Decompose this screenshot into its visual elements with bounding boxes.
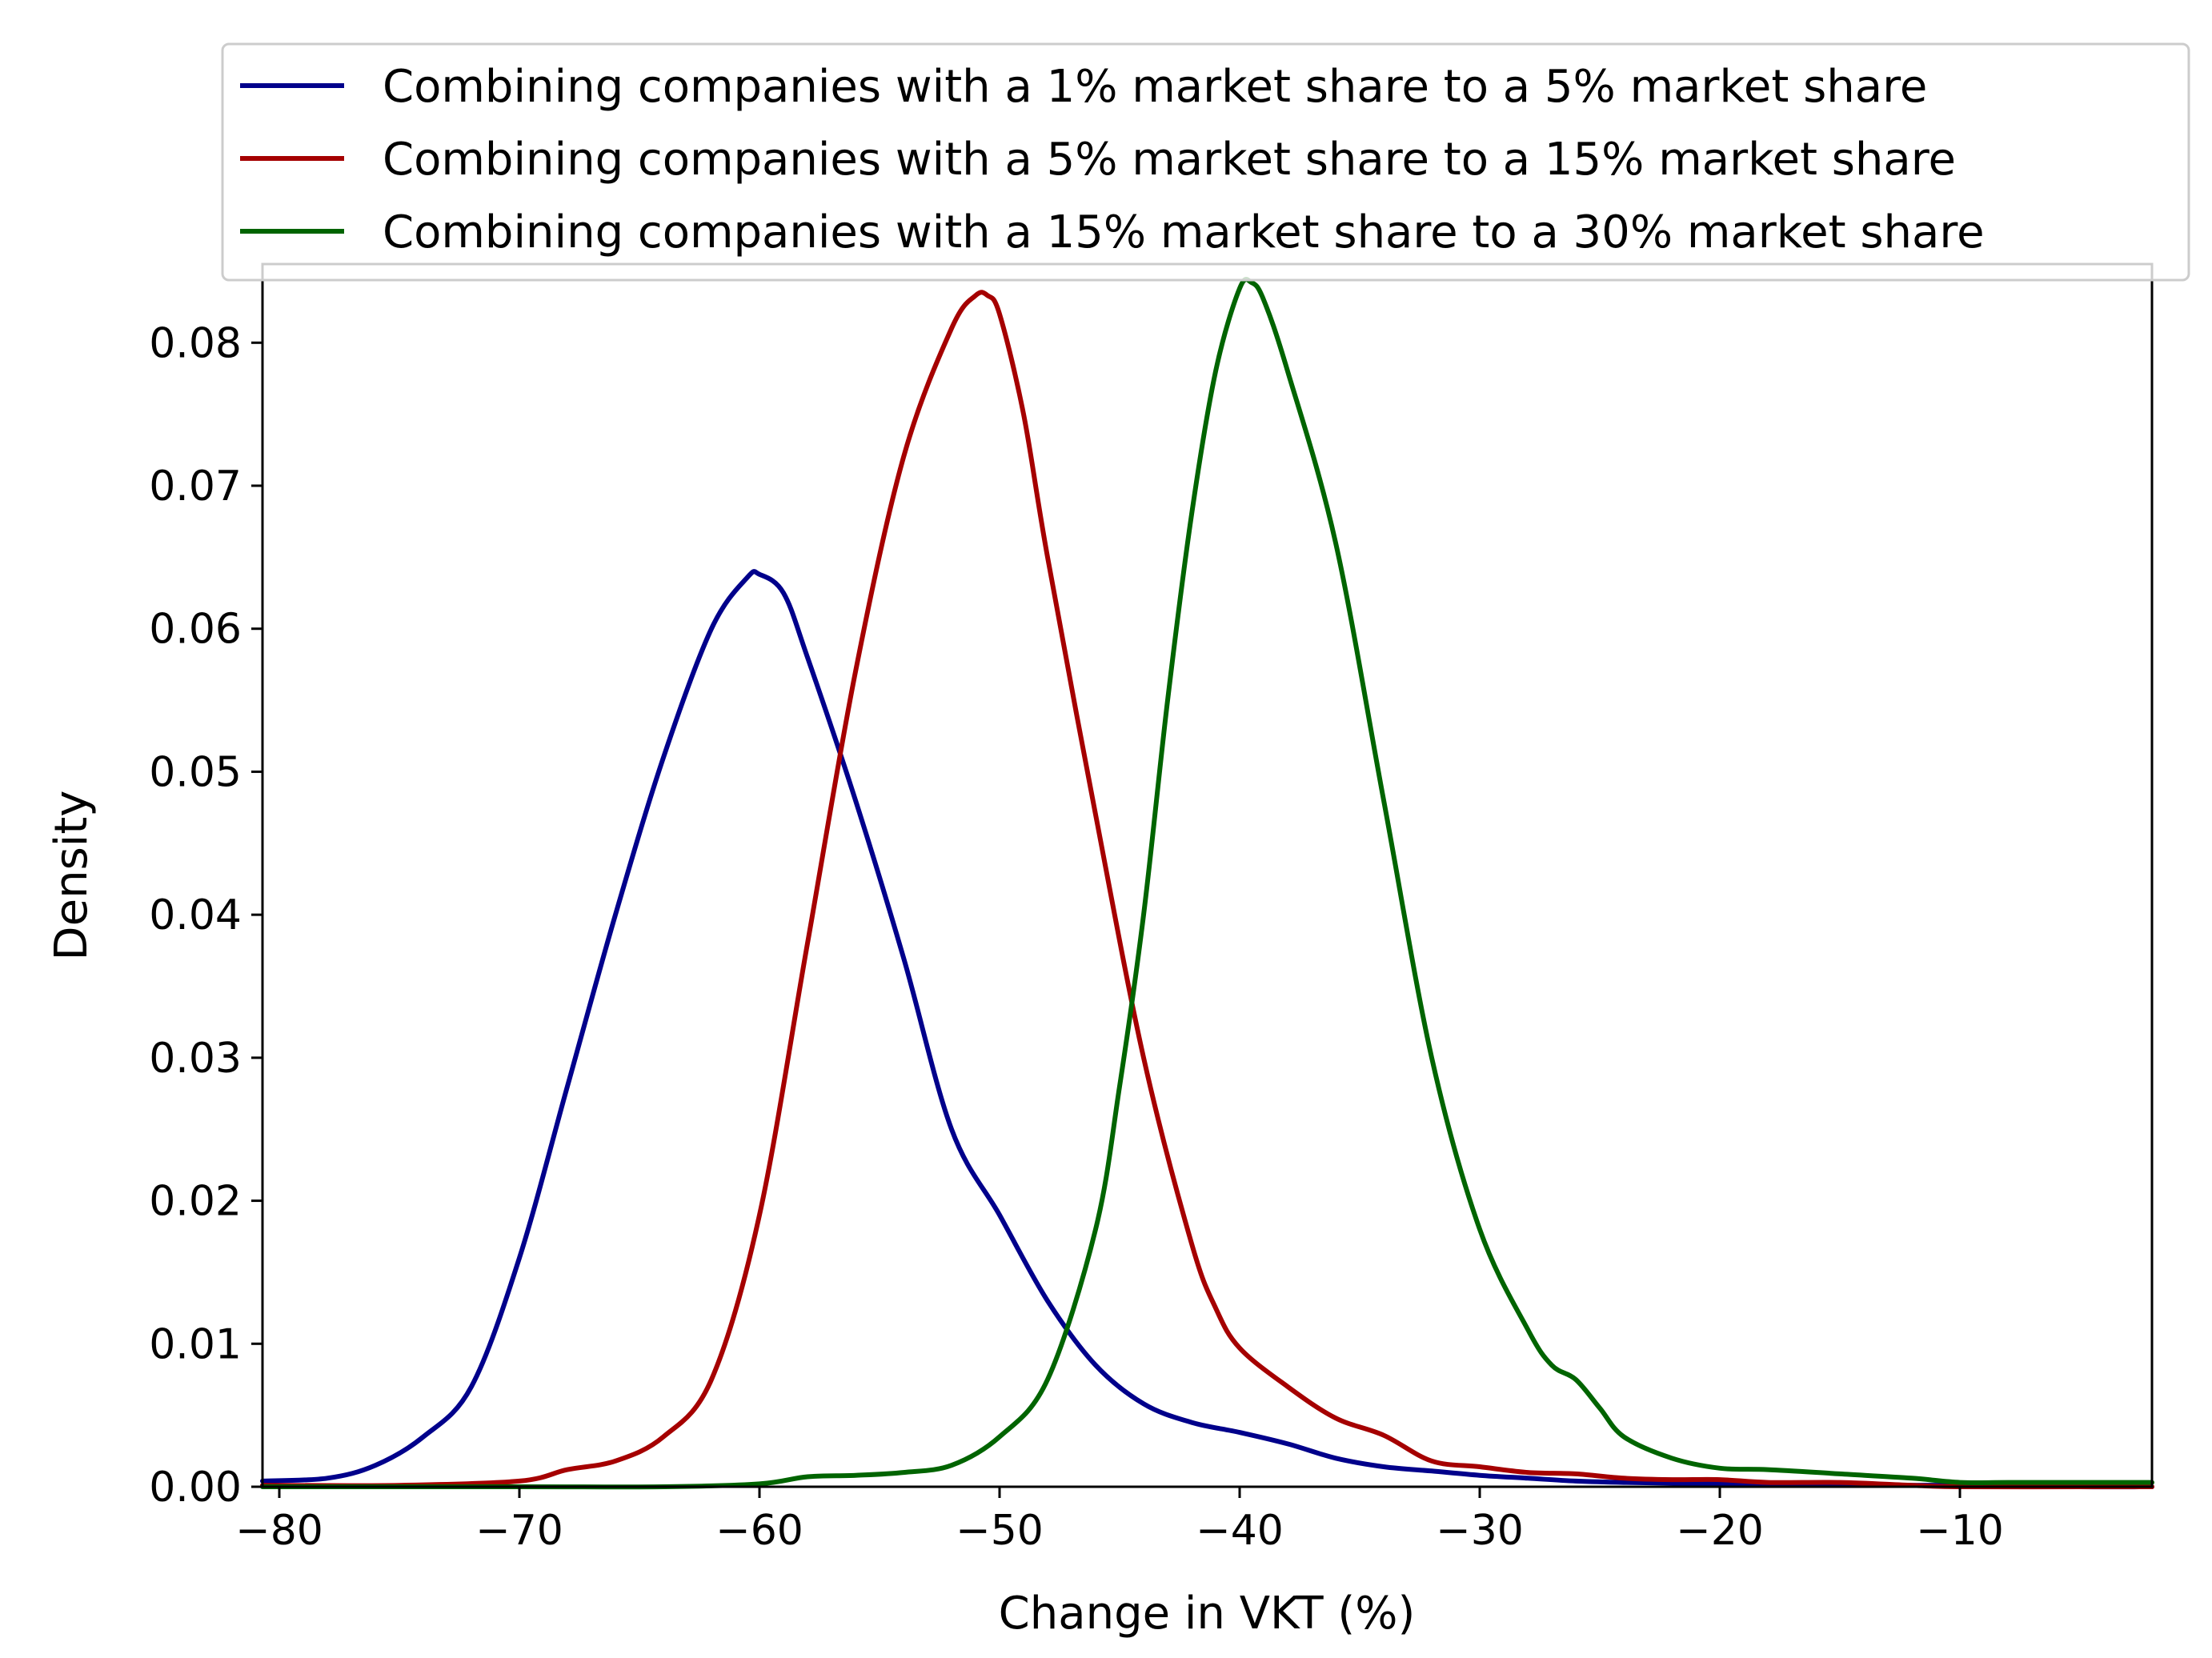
x-axis: −80 −70 −60 −50 −40 −30 −20 −10 <box>235 1487 2004 1555</box>
series-line-3 <box>260 277 2154 1490</box>
y-tick-label: 0.00 <box>149 1464 242 1512</box>
y-tick-label: 0.08 <box>149 319 242 367</box>
y-tick-label: 0.04 <box>149 891 242 939</box>
y-tick-label: 0.05 <box>149 748 242 796</box>
series-line-1 <box>260 569 2154 1490</box>
x-tick-label: −40 <box>1196 1507 1284 1555</box>
y-axis: 0.00 0.01 0.02 0.03 0.04 0.05 0.06 0.07 0.08 <box>149 319 262 1512</box>
y-tick-label: 0.03 <box>149 1035 242 1083</box>
x-tick-label: −50 <box>956 1507 1044 1555</box>
legend-label-series-1: Combining companies with a 1% market sha… <box>383 61 1927 113</box>
y-tick-label: 0.02 <box>149 1178 242 1226</box>
x-tick-label: −60 <box>715 1507 803 1555</box>
x-axis-label: Change in VKT (%) <box>999 1588 1416 1640</box>
x-tick-label: −80 <box>235 1507 323 1555</box>
legend-label-series-3: Combining companies with a 15% market sh… <box>383 206 1985 258</box>
y-tick-label: 0.01 <box>149 1320 242 1368</box>
x-tick-label: −10 <box>1916 1507 2004 1555</box>
y-tick-label: 0.06 <box>149 606 242 654</box>
legend-frame <box>221 42 2190 282</box>
legend: Combining companies with a 1% market sha… <box>221 42 2190 282</box>
legend-label-series-2: Combining companies with a 5% market sha… <box>383 134 1956 186</box>
x-tick-label: −30 <box>1436 1507 1524 1555</box>
series-line-2 <box>260 290 2154 1490</box>
series-layer <box>260 277 2154 1490</box>
y-axis-label: Density <box>46 791 98 961</box>
axes-frame <box>261 262 2154 1488</box>
x-tick-label: −70 <box>475 1507 563 1555</box>
y-tick-label: 0.07 <box>149 463 242 511</box>
x-tick-label: −20 <box>1676 1507 1764 1555</box>
